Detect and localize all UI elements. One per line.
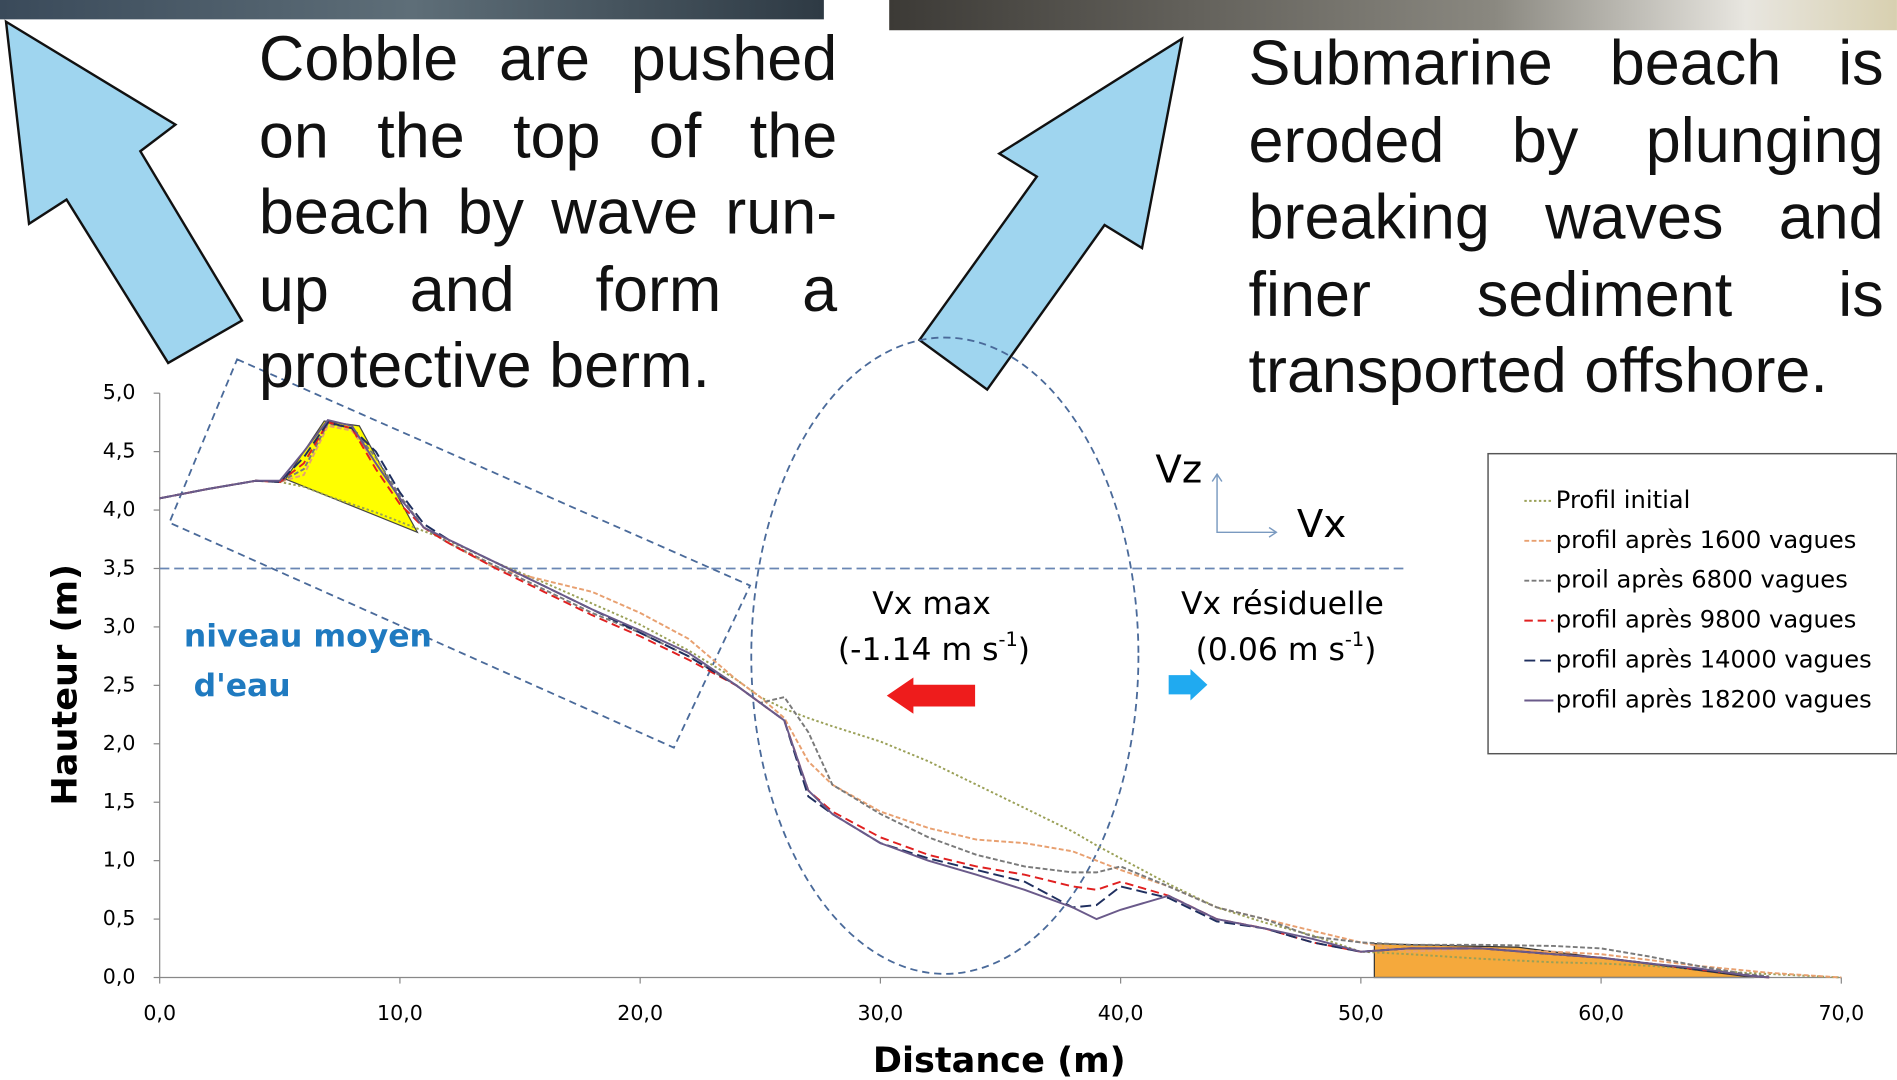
velocity-axes — [1216, 474, 1277, 534]
profile-line — [159, 421, 1770, 979]
zone-box — [168, 358, 752, 749]
annotation: (0.06 m s-1) — [1196, 627, 1377, 667]
profile-line — [159, 422, 1770, 978]
zone-ellipse — [750, 336, 1140, 975]
annotation: Vx résiduelle — [1181, 586, 1384, 622]
x-tick-label: 20,0 — [617, 1001, 663, 1025]
x-tick-label: 50,0 — [1338, 1001, 1384, 1025]
photo — [889, 0, 1897, 31]
arrow — [4, 19, 244, 365]
x-tick-label: 70,0 — [1818, 1001, 1864, 1025]
y-tick-label: 3,5 — [103, 555, 136, 579]
legend-label: Profil initial — [1556, 486, 1691, 514]
water-label: niveau moyen — [184, 619, 432, 655]
x-tick-label: 30,0 — [858, 1001, 904, 1025]
velocity-label: Vx — [1297, 502, 1346, 547]
legend-label: profil après 14000 vagues — [1556, 646, 1872, 674]
velocity-arrow — [886, 677, 976, 714]
photo — [0, 0, 824, 20]
annotation: (-1.14 m s-1) — [838, 627, 1030, 667]
velocity-arrowhead — [1211, 472, 1223, 482]
legend-label: profil après 9800 vagues — [1556, 606, 1857, 634]
velocity-arrowhead — [1268, 526, 1278, 538]
annotation-text: ) — [1364, 632, 1376, 668]
y-axis-label: Hauteur (m) — [45, 564, 86, 806]
y-tick-label: 3,0 — [103, 614, 136, 638]
water-label: d'eau — [194, 668, 291, 704]
velocity-arrow — [1168, 669, 1208, 701]
x-tick-label: 60,0 — [1578, 1001, 1624, 1025]
annotation-text: (-1.14 m s — [838, 632, 999, 668]
y-tick-label: 4,0 — [103, 497, 136, 521]
berm-highlight — [284, 420, 419, 534]
legend-label: profil après 1600 vagues — [1556, 526, 1857, 554]
annotation-exponent: -1 — [1345, 627, 1364, 650]
legend-label: proil après 6800 vagues — [1556, 566, 1848, 594]
velocity-label: Vz — [1155, 447, 1202, 492]
profile-line — [159, 479, 1842, 979]
x-tick-label: 40,0 — [1098, 1001, 1144, 1025]
legend-box — [1487, 452, 1897, 755]
y-tick-label: 5,0 — [103, 380, 136, 404]
annotation-exponent: -1 — [998, 627, 1017, 650]
profile-line — [159, 418, 1770, 979]
y-tick-label: 1,0 — [103, 848, 136, 872]
y-tick-label: 0,0 — [103, 965, 136, 989]
x-axis-label: Distance (m) — [873, 1040, 1126, 1080]
y-tick-label: 1,5 — [103, 789, 136, 813]
annotation-text: (0.06 m s — [1196, 632, 1345, 668]
annotation-paragraph: Cobble are pushed on the top of the beac… — [258, 24, 838, 402]
legend-label: profil après 18200 vagues — [1556, 685, 1872, 713]
y-tick-label: 4,5 — [103, 439, 136, 463]
annotation-text: ) — [1018, 632, 1030, 668]
arrow — [917, 36, 1184, 392]
annotation: Vx max — [872, 586, 991, 622]
y-tick-label: 2,0 — [103, 731, 136, 755]
y-tick-label: 0,5 — [103, 906, 136, 930]
x-tick-label: 10,0 — [377, 1001, 423, 1025]
x-tick-label: 0,0 — [143, 1001, 176, 1025]
annotation-paragraph: Submarine beach is eroded by plunging br… — [1248, 29, 1884, 407]
y-tick-label: 2,5 — [103, 672, 136, 696]
